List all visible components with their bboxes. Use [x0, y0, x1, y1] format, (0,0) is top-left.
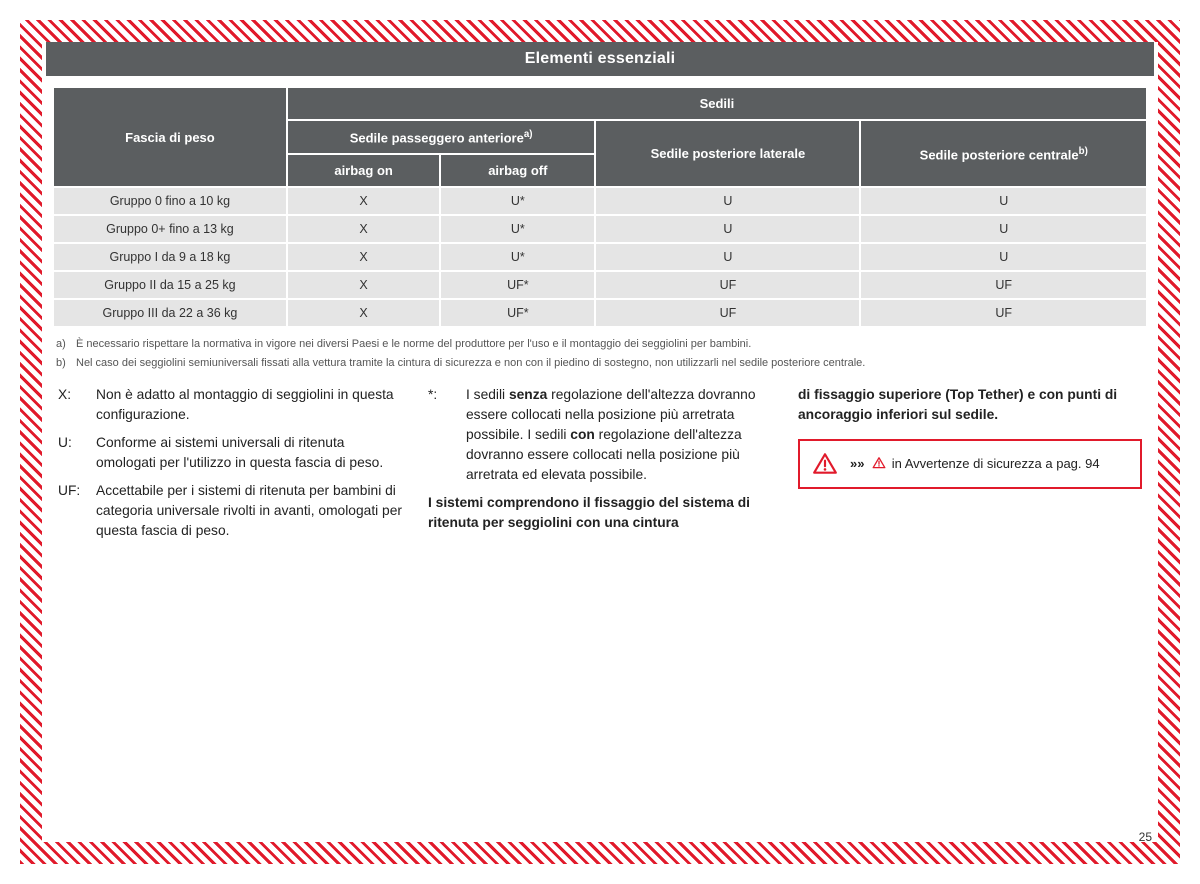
col-header-airbag-off: airbag off [441, 155, 594, 186]
cell-airbag-on: X [288, 272, 439, 298]
col-header-front-passenger: Sedile passeggero anteriorea) [288, 121, 594, 153]
cell-weight: Gruppo 0 fino a 10 kg [54, 188, 286, 214]
cell-rear-center: U [861, 244, 1146, 270]
legend-u-key: U: [58, 433, 86, 473]
table-row: Gruppo 0+ fino a 13 kg X U* U U [54, 216, 1146, 242]
col-header-rear-side: Sedile posteriore laterale [596, 121, 859, 186]
footnote-a-mark: a) [56, 336, 70, 353]
legend-col-3: di fissaggio superiore (Top Tether) e co… [798, 385, 1142, 549]
cell-weight: Gruppo I da 9 a 18 kg [54, 244, 286, 270]
cell-rear-center: UF [861, 272, 1146, 298]
systems-bold-line: I sistemi comprendono il fissaggio del s… [428, 493, 772, 533]
cell-airbag-off: UF* [441, 272, 594, 298]
warning-inline-icon [872, 456, 886, 470]
warning-bold: Avvertenze di sicurezza [905, 456, 1042, 471]
col3-bold-text: di fissaggio superiore (Top Tether) e co… [798, 387, 1117, 422]
table-footnotes: a) È necessario rispettare la normativa … [46, 332, 1154, 381]
cell-airbag-on: X [288, 244, 439, 270]
legend-star-text: I sedili senza regolazione dell'altezza … [466, 385, 772, 485]
col-header-airbag-on: airbag on [288, 155, 439, 186]
legend-u-text: Conforme ai sistemi universali di ritenu… [96, 433, 402, 473]
legend-columns: X: Non è adatto al montaggio di seggioli… [46, 381, 1154, 549]
cell-airbag-off: U* [441, 188, 594, 214]
legend-star-b1: senza [509, 387, 547, 402]
col-header-weight: Fascia di peso [54, 88, 286, 186]
cell-rear-center: UF [861, 300, 1146, 326]
page-number: 25 [1139, 830, 1152, 844]
legend-uf-text: Accettabile per i sistemi di ritenuta pe… [96, 481, 402, 541]
legend-u: U: Conforme ai sistemi universali di rit… [58, 433, 402, 473]
legend-col-1: X: Non è adatto al montaggio di seggioli… [58, 385, 402, 549]
footnote-b: b) Nel caso dei seggiolini semiuniversal… [56, 355, 1144, 372]
col-header-front-passenger-label: Sedile passeggero anteriore [350, 130, 524, 145]
legend-x-key: X: [58, 385, 86, 425]
col-header-front-passenger-note: a) [524, 129, 533, 140]
footnote-b-text: Nel caso dei seggiolini semiuniversali f… [76, 355, 865, 372]
table-row: Gruppo 0 fino a 10 kg X U* U U [54, 188, 1146, 214]
warning-pre: in [888, 456, 905, 471]
legend-star: *: I sedili senza regolazione dell'altez… [428, 385, 772, 485]
table-body: Gruppo 0 fino a 10 kg X U* U U Gruppo 0+… [54, 188, 1146, 326]
col-header-rear-center-label: Sedile posteriore centrale [920, 147, 1079, 162]
child-seat-table: Fascia di peso Sedili Sedile passeggero … [52, 86, 1148, 328]
col-header-rear-center-note: b) [1079, 146, 1088, 157]
legend-x: X: Non è adatto al montaggio di seggioli… [58, 385, 402, 425]
col-header-seats: Sedili [288, 88, 1146, 119]
warning-arrow: »» [850, 456, 864, 471]
table-row: Gruppo II da 15 a 25 kg X UF* UF UF [54, 272, 1146, 298]
legend-uf: UF: Accettabile per i sistemi di ritenut… [58, 481, 402, 541]
cell-airbag-off: U* [441, 244, 594, 270]
table-row: Gruppo III da 22 a 36 kg X UF* UF UF [54, 300, 1146, 326]
warning-box: »» in Avvertenze di sicurezza a pag. 94 [798, 439, 1142, 489]
cell-airbag-off: U* [441, 216, 594, 242]
legend-star-b2: con [570, 427, 595, 442]
legend-x-text: Non è adatto al montaggio di seggiolini … [96, 385, 402, 425]
warning-triangle-icon [812, 451, 838, 477]
cell-rear-side: U [596, 244, 859, 270]
warning-text: »» in Avvertenze di sicurezza a pag. 94 [850, 455, 1100, 474]
table-row: Gruppo I da 9 a 18 kg X U* U U [54, 244, 1146, 270]
cell-airbag-on: X [288, 188, 439, 214]
footnote-a: a) È necessario rispettare la normativa … [56, 336, 1144, 353]
legend-star-pre: I sedili [466, 387, 509, 402]
cell-weight: Gruppo III da 22 a 36 kg [54, 300, 286, 326]
cell-rear-side: UF [596, 300, 859, 326]
cell-rear-side: U [596, 188, 859, 214]
page-content: Elementi essenziali Fascia di peso Sedil… [42, 42, 1158, 842]
warning-post: a pag. 94 [1042, 456, 1100, 471]
cell-weight: Gruppo 0+ fino a 13 kg [54, 216, 286, 242]
legend-uf-key: UF: [58, 481, 86, 541]
cell-weight: Gruppo II da 15 a 25 kg [54, 272, 286, 298]
legend-star-key: *: [428, 385, 456, 485]
footnote-a-text: È necessario rispettare la normativa in … [76, 336, 751, 353]
hatched-border: Elementi essenziali Fascia di peso Sedil… [20, 20, 1180, 864]
cell-rear-center: U [861, 216, 1146, 242]
cell-rear-side: U [596, 216, 859, 242]
legend-col-2: *: I sedili senza regolazione dell'altez… [428, 385, 772, 549]
table-container: Fascia di peso Sedili Sedile passeggero … [46, 76, 1154, 332]
cell-airbag-off: UF* [441, 300, 594, 326]
cell-airbag-on: X [288, 300, 439, 326]
col-header-rear-center: Sedile posteriore centraleb) [861, 121, 1146, 186]
footnote-b-mark: b) [56, 355, 70, 372]
cell-airbag-on: X [288, 216, 439, 242]
col3-bold-line: di fissaggio superiore (Top Tether) e co… [798, 385, 1142, 425]
page-title: Elementi essenziali [46, 42, 1154, 76]
systems-bold-text: I sistemi comprendono il fissaggio del s… [428, 495, 750, 530]
cell-rear-side: UF [596, 272, 859, 298]
cell-rear-center: U [861, 188, 1146, 214]
